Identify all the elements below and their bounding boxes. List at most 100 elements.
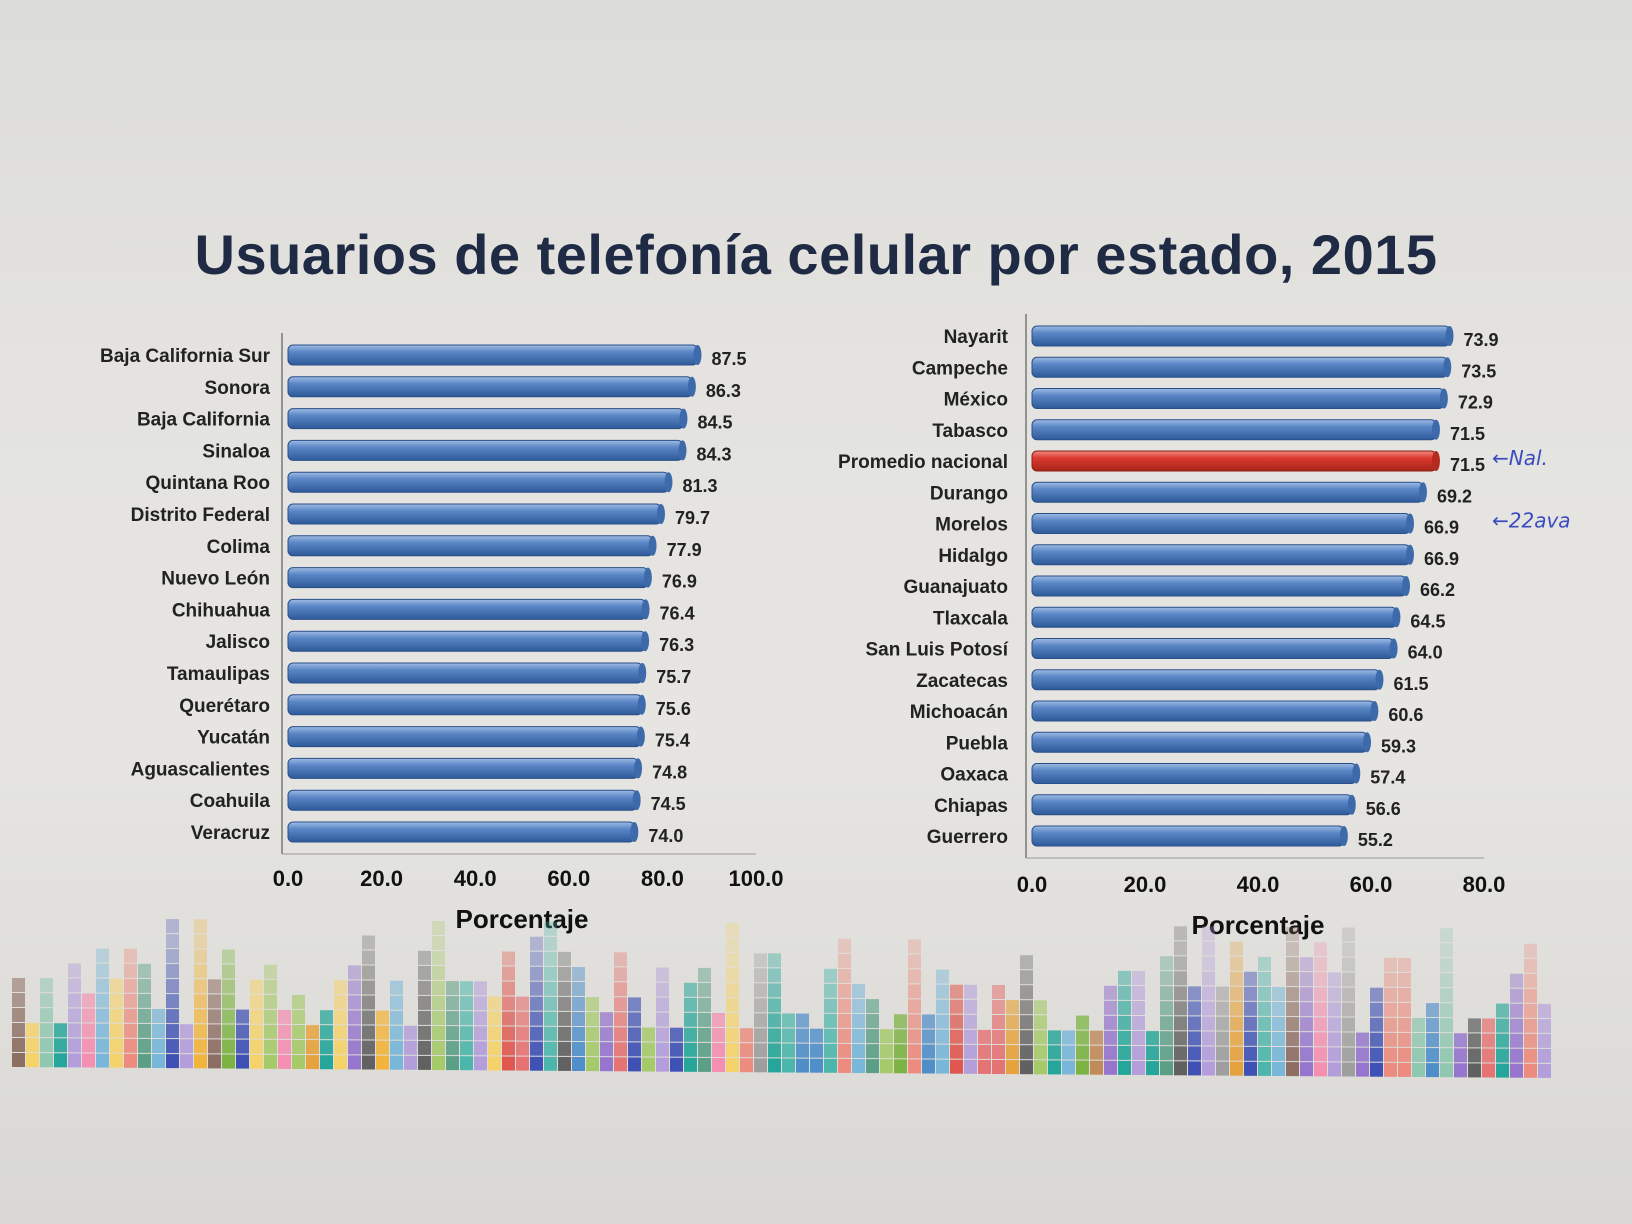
decorative-block xyxy=(250,1054,263,1069)
x-tick-label: 60.0 xyxy=(1350,872,1393,897)
decorative-block xyxy=(1314,957,1327,972)
decorative-block xyxy=(824,983,837,998)
decorative-block xyxy=(320,1040,333,1055)
category-label: Sonora xyxy=(205,378,271,399)
decorative-block xyxy=(712,1013,725,1027)
decorative-block xyxy=(670,1057,683,1072)
decorative-block xyxy=(26,1038,39,1053)
decorative-block xyxy=(1524,1033,1537,1048)
decorative-block xyxy=(1286,987,1299,1002)
decorative-block xyxy=(936,984,949,999)
decorative-block xyxy=(740,1028,753,1043)
decorative-block xyxy=(1328,972,1341,987)
decorative-block xyxy=(1342,1047,1355,1062)
decorative-block xyxy=(936,1029,949,1044)
decorative-block xyxy=(124,1023,137,1038)
decorative-block xyxy=(1370,987,1383,1002)
bar-san-luis-potosí xyxy=(1031,638,1395,659)
decorative-block xyxy=(124,978,137,993)
decorative-block xyxy=(1272,1017,1285,1031)
value-label: 64.0 xyxy=(1408,643,1443,663)
decorative-block xyxy=(222,979,235,994)
decorative-block xyxy=(1524,943,1537,958)
decorative-block xyxy=(768,968,781,983)
decorative-block xyxy=(292,1025,305,1039)
decorative-block xyxy=(726,938,739,953)
decorative-block xyxy=(1048,1045,1061,1060)
decorative-block xyxy=(558,966,571,981)
decorative-block xyxy=(1062,1060,1075,1075)
decorative-block xyxy=(1132,1016,1145,1030)
decorative-block xyxy=(96,993,109,1008)
decorative-block xyxy=(712,1058,725,1072)
decorative-block xyxy=(1118,985,1131,1000)
decorative-block xyxy=(726,968,739,983)
decorative-block xyxy=(1258,1001,1271,1016)
decorative-block xyxy=(1510,1018,1523,1033)
decorative-block xyxy=(1076,1030,1089,1045)
decorative-color-blocks xyxy=(12,919,1551,1078)
value-label: 66.9 xyxy=(1424,549,1459,569)
decorative-block xyxy=(1384,1002,1397,1017)
decorative-block xyxy=(1244,1061,1257,1076)
decorative-block xyxy=(250,1039,263,1054)
decorative-block xyxy=(334,1055,347,1070)
decorative-block xyxy=(614,1057,627,1072)
decorative-block xyxy=(1006,1015,1019,1030)
decorative-block xyxy=(572,1057,585,1071)
value-label: 66.9 xyxy=(1424,518,1459,538)
decorative-block xyxy=(726,1043,739,1058)
decorative-block xyxy=(1132,1031,1145,1045)
bar-colima xyxy=(287,535,654,557)
decorative-block xyxy=(712,1028,725,1042)
x-tick-label: 40.0 xyxy=(454,866,497,891)
decorative-block xyxy=(1216,1031,1229,1046)
decorative-block xyxy=(978,1029,991,1044)
decorative-block xyxy=(796,1043,809,1058)
decorative-block xyxy=(110,993,123,1008)
decorative-block xyxy=(1440,1063,1453,1078)
x-axis-label: Porcentaje xyxy=(456,904,589,934)
decorative-block xyxy=(82,1038,95,1053)
decorative-block xyxy=(446,981,459,996)
decorative-block xyxy=(1342,1062,1355,1077)
decorative-block xyxy=(1524,958,1537,973)
decorative-block xyxy=(54,1023,67,1038)
decorative-block xyxy=(908,1014,921,1029)
decorative-block xyxy=(1272,987,1285,1001)
decorative-block xyxy=(348,980,361,995)
decorative-block xyxy=(1174,1016,1187,1031)
decorative-block xyxy=(26,1023,39,1038)
decorative-block xyxy=(404,1055,417,1070)
decorative-block xyxy=(306,1040,319,1055)
category-label: México xyxy=(944,390,1008,411)
decorative-block xyxy=(82,1023,95,1038)
decorative-block xyxy=(1370,1017,1383,1032)
decorative-block xyxy=(1342,957,1355,972)
decorative-block xyxy=(586,1042,599,1057)
decorative-block xyxy=(656,1027,669,1042)
decorative-block xyxy=(558,1041,571,1056)
decorative-block xyxy=(222,1024,235,1039)
decorative-block xyxy=(1020,1045,1033,1060)
decorative-block xyxy=(726,1058,739,1073)
bar-tabasco xyxy=(1031,419,1437,441)
bar-end-cap xyxy=(1347,794,1356,815)
decorative-block xyxy=(726,1028,739,1043)
decorative-block xyxy=(488,1011,501,1026)
decorative-block xyxy=(208,994,221,1009)
decorative-block xyxy=(292,1040,305,1054)
bar-end-cap xyxy=(678,440,687,461)
decorative-block xyxy=(992,1030,1005,1044)
decorative-block xyxy=(614,1012,627,1027)
decorative-block xyxy=(908,954,921,969)
value-label: 73.9 xyxy=(1464,330,1499,350)
decorative-block xyxy=(110,978,123,993)
decorative-block xyxy=(838,1028,851,1043)
decorative-block xyxy=(208,1009,221,1024)
decorative-block xyxy=(1244,971,1257,986)
decorative-block xyxy=(1244,1016,1257,1031)
decorative-block xyxy=(1482,1018,1495,1033)
decorative-block xyxy=(418,1040,431,1055)
decorative-block xyxy=(222,1039,235,1054)
